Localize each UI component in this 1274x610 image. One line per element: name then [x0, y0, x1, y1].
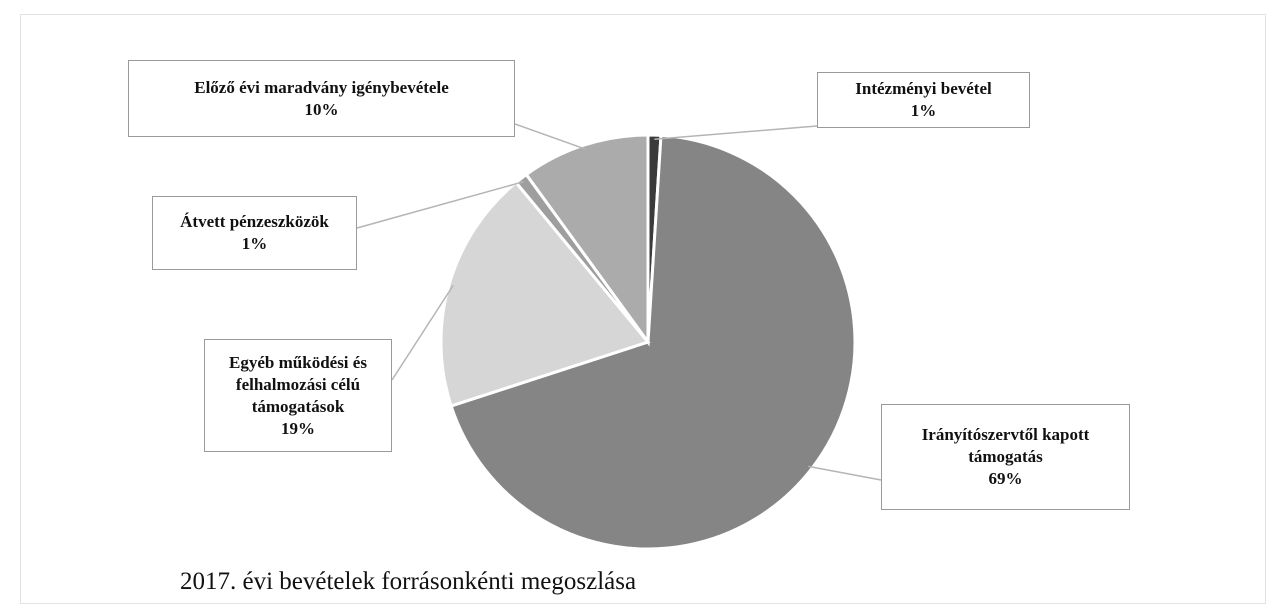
value-label: 10%: [304, 99, 339, 119]
category-label: Átvett pénzeszközök: [180, 212, 329, 231]
pie-slice: [439, 180, 651, 408]
value-label: 1%: [910, 101, 937, 120]
leader-line: [391, 284, 454, 381]
leader-line: [654, 125, 818, 140]
chart-frame: [20, 14, 1266, 604]
data-label: Előző évi maradvány igénybevétele 10%: [128, 60, 515, 137]
data-label: Egyéb működési és felhalmozási célú támo…: [204, 339, 392, 452]
data-label: Intézményi bevétel 1%: [817, 72, 1030, 128]
leader-line: [808, 465, 882, 481]
category-label: Intézményi bevétel: [855, 79, 992, 98]
category-label: Egyéb működési és felhalmozási célú támo…: [229, 352, 367, 416]
data-label: Átvett pénzeszközök 1%: [152, 196, 357, 270]
category-label: Irányítószervtől kapott támogatás: [921, 425, 1090, 466]
value-label: 69%: [988, 469, 1023, 488]
value-label: 1%: [241, 234, 268, 253]
value-label: 19%: [281, 418, 315, 438]
chart-title: 2017. évi bevételek forrásonkénti megosz…: [180, 568, 637, 595]
leader-line: [356, 180, 524, 229]
pie-slice: [524, 133, 650, 347]
category-label: Előző évi maradvány igénybevétele: [194, 77, 449, 97]
pie-slice: [449, 133, 857, 551]
leader-line: [514, 123, 586, 150]
data-label: Irányítószervtől kapott támogatás 69%: [881, 404, 1130, 510]
